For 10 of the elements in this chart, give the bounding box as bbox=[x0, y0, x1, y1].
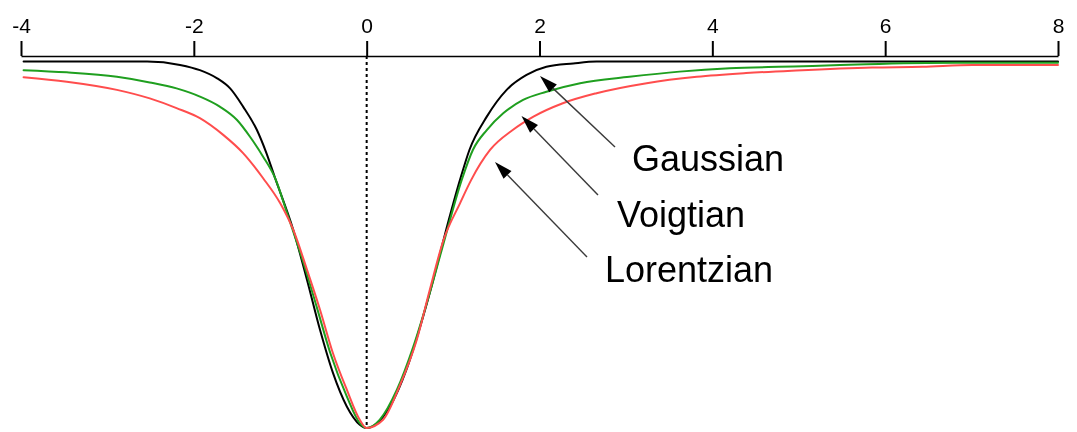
annotation: Gaussian bbox=[632, 138, 785, 179]
x-tick-label: 0 bbox=[361, 14, 374, 37]
x-tick-label: 6 bbox=[879, 14, 892, 37]
x-tick-label: -2 bbox=[184, 14, 204, 37]
x-tick-label: 4 bbox=[706, 14, 719, 37]
x-tick-label: 2 bbox=[534, 14, 546, 37]
x-tick-label: 8 bbox=[1052, 14, 1065, 37]
x-tick-label: -4 bbox=[12, 14, 32, 37]
annotation: Voigtian bbox=[617, 194, 746, 235]
annotation: Lorentzian bbox=[605, 249, 774, 290]
